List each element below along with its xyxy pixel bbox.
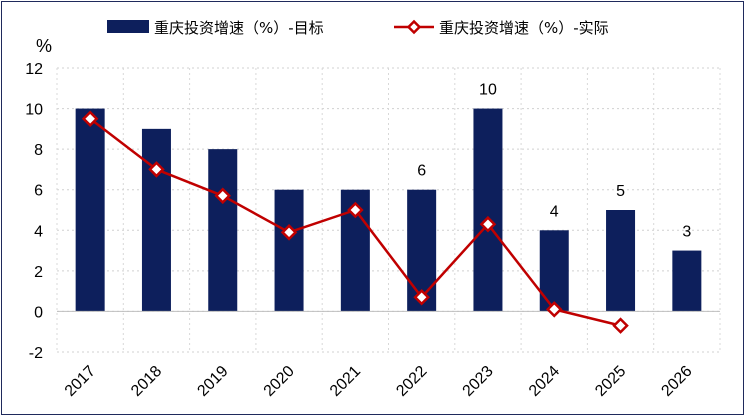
bar xyxy=(141,128,171,312)
y-tick-label: 6 xyxy=(34,183,43,200)
y-tick-label: 8 xyxy=(34,142,43,159)
bar xyxy=(672,250,702,312)
line-point-marker xyxy=(280,224,298,241)
bar xyxy=(75,108,105,312)
bar-data-label: 5 xyxy=(616,183,625,200)
line-point-marker xyxy=(81,110,99,127)
legend-bar-label: 重庆投资增速（%）-目标 xyxy=(154,19,324,37)
x-tick-label: 2020 xyxy=(261,363,298,400)
line-point-marker xyxy=(148,161,165,178)
legend: 重庆投资增速（%）-目标 重庆投资增速（%）-实际 xyxy=(107,19,609,37)
y-tick-label: -2 xyxy=(29,345,43,362)
x-tick-label: 2022 xyxy=(393,363,430,400)
bar xyxy=(606,210,636,312)
x-tick-label: 2023 xyxy=(460,363,497,400)
bar-data-label: 4 xyxy=(550,203,559,220)
bar xyxy=(539,230,569,312)
x-tick-label: 2025 xyxy=(592,363,629,400)
bar xyxy=(208,149,238,312)
y-axis-unit: % xyxy=(36,36,52,56)
legend-line-label: 重庆投资增速（%）-实际 xyxy=(439,19,609,37)
x-tick-label: 2019 xyxy=(194,363,231,400)
y-tick-label: 10 xyxy=(25,102,43,119)
line-point-marker xyxy=(214,187,232,205)
y-axis-ticks: -2 0 2 4 6 8 10 12 xyxy=(25,61,43,362)
data-labels: 6 10 4 5 3 xyxy=(417,82,691,241)
line-point-marker xyxy=(545,301,563,318)
y-tick-label: 0 xyxy=(34,304,43,321)
line-series xyxy=(81,110,629,334)
bar-data-label: 10 xyxy=(479,82,497,99)
bar-data-label: 6 xyxy=(417,163,426,180)
bar xyxy=(473,108,503,312)
y-tick-label: 4 xyxy=(34,223,43,240)
x-tick-label: 2026 xyxy=(658,363,695,400)
x-tick-label: 2017 xyxy=(62,363,99,400)
bar xyxy=(274,189,304,312)
legend-bar-swatch xyxy=(107,20,149,33)
line-point-marker xyxy=(347,201,364,219)
y-tick-label: 2 xyxy=(34,264,43,281)
bar-data-label: 3 xyxy=(682,224,691,241)
legend-line-marker xyxy=(406,19,422,35)
line-point-marker xyxy=(479,215,497,233)
line-point-marker xyxy=(612,317,629,334)
x-axis-ticks: 2017 2018 2019 2020 2021 2022 2023 2024 2025 2026 xyxy=(62,363,696,400)
y-tick-label: 12 xyxy=(25,61,43,78)
x-tick-label: 2018 xyxy=(128,363,165,400)
line-point-marker xyxy=(413,288,430,306)
x-tick-label: 2021 xyxy=(327,363,364,400)
x-tick-label: 2024 xyxy=(526,363,563,400)
